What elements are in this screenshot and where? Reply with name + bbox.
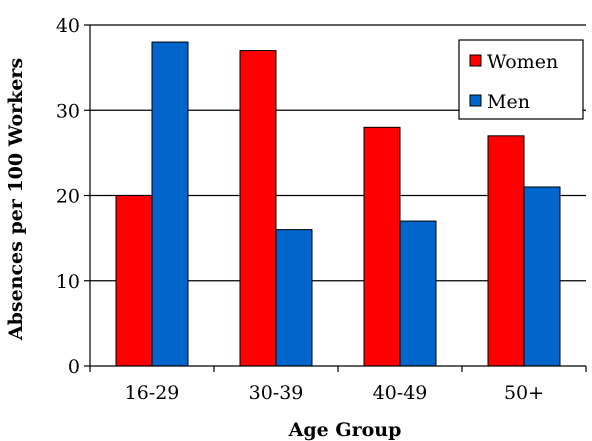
y-tick-label: 40: [56, 15, 80, 37]
x-tick-label: 40-49: [373, 382, 428, 404]
bar-women-30-39: [239, 50, 277, 367]
legend-label-men: Men: [487, 91, 530, 113]
legend-swatch-women: [469, 54, 482, 67]
y-axis-title: Absences per 100 Workers: [5, 58, 27, 341]
x-tick-label: 30-39: [249, 382, 304, 404]
bar-men-50+: [523, 186, 561, 367]
bar-men-30-39: [275, 229, 313, 367]
legend: Women Men: [458, 39, 584, 120]
bar-women-40-49: [363, 126, 401, 367]
bar-women-16-29: [115, 195, 153, 367]
y-tick-label: 0: [68, 356, 80, 378]
x-axis-title: Age Group: [288, 419, 402, 441]
tick-labels: 0 10 20 30 40 16-29 30-39 40-49 50+: [56, 15, 544, 404]
y-tick-label: 30: [56, 100, 80, 122]
x-tick-label: 16-29: [125, 382, 180, 404]
bar-men-40-49: [399, 220, 437, 367]
y-tick-label: 10: [56, 271, 80, 293]
x-tick-label: 50+: [504, 382, 544, 404]
y-tick-label: 20: [56, 186, 80, 208]
legend-label-women: Women: [487, 51, 558, 73]
axes: [84, 24, 587, 372]
bar-women-50+: [487, 135, 525, 367]
bar-men-16-29: [151, 41, 189, 367]
legend-swatch-men: [469, 94, 482, 107]
